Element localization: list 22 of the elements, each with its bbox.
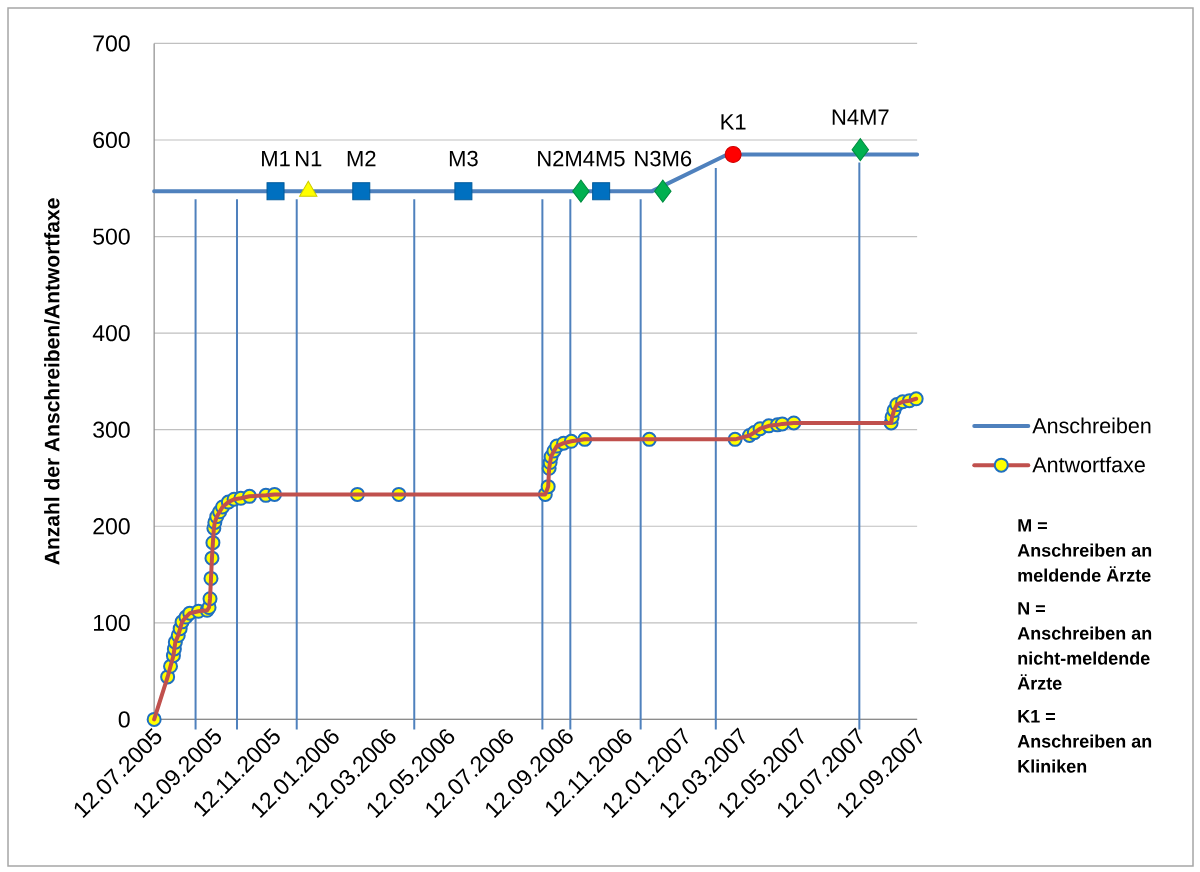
- text: M = Anschreiben an meldende Ärzte: [1017, 519, 1152, 582]
- annotation: N3M6: [635, 150, 692, 167]
- y-axis-title: Anzahl der Anschreiben/Antwortfaxe: [44, 198, 60, 565]
- y-tick-label: 100: [94, 614, 130, 631]
- legend-label: Antwortfaxe: [1032, 456, 1145, 473]
- annotation: M3: [449, 150, 478, 167]
- y-tick-label: 0: [118, 711, 130, 728]
- y-tick-label: 400: [92, 324, 130, 342]
- annotation: K1: [721, 114, 746, 130]
- annotation: N4M7: [832, 109, 889, 125]
- y-tick-label: 500: [93, 228, 130, 245]
- text: K1 = Anschreiben an Kliniken: [1017, 710, 1152, 773]
- annotation: N2M4M5: [538, 150, 625, 167]
- legend-label: Anschreiben: [1032, 417, 1151, 434]
- annotation: N1: [296, 151, 322, 167]
- text: N = Anschreiben an nicht-meldende Ärzte: [1017, 602, 1152, 690]
- y-tick-label: 300: [93, 421, 130, 438]
- y-tick-label: 600: [93, 131, 130, 149]
- annotation: M2: [347, 150, 376, 167]
- y-tick-label: 700: [93, 35, 130, 52]
- y-tick-label: 200: [93, 518, 130, 535]
- annotation: M1: [262, 151, 290, 167]
